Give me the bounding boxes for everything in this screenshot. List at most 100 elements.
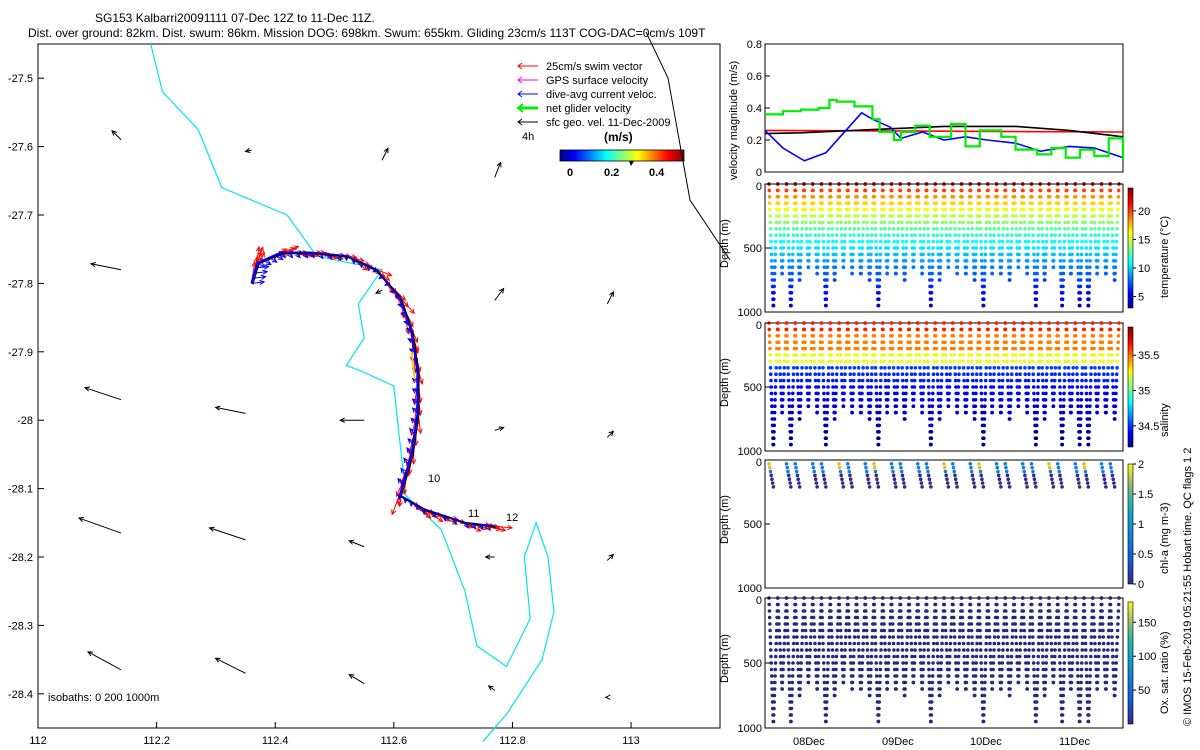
ox-sample [926, 654, 931, 659]
temp-sample [777, 207, 781, 212]
sal-sample [985, 321, 990, 325]
profile-ytick-label: 1000 [738, 723, 762, 735]
ox-sample [992, 648, 996, 652]
chl-sample [1023, 477, 1028, 482]
ox-sample [873, 648, 878, 652]
temp-sample [1064, 188, 1069, 193]
temp-sample [912, 239, 917, 244]
date-tick-label: 10Dec [970, 736, 1002, 748]
temp-sample [1036, 233, 1041, 237]
temp-sample [960, 207, 965, 212]
ox-sample [826, 667, 830, 672]
temp-sample [1093, 227, 1097, 231]
ox-sample [1039, 622, 1044, 626]
temp-sample [841, 259, 846, 263]
sal-sample [847, 359, 852, 364]
ox-sample [826, 641, 831, 646]
ox-sample [1016, 680, 1021, 685]
sal-sample [973, 404, 978, 409]
sal-sample [1045, 359, 1050, 364]
sal-sample [1087, 430, 1091, 434]
temp-sample [964, 265, 969, 270]
sal-sample [962, 372, 966, 377]
ox-sample [870, 641, 874, 646]
temp-sample [1048, 214, 1053, 218]
temp-sample [927, 259, 931, 263]
sal-sample [1017, 391, 1021, 396]
ox-sample [1082, 602, 1087, 607]
sal-sample [1045, 353, 1050, 357]
temp-sample [1008, 259, 1013, 263]
ox-sample [859, 674, 864, 678]
temp-sample [978, 220, 983, 225]
sal-sample [1117, 321, 1121, 325]
sal-sample [969, 340, 973, 345]
temp-sample [855, 207, 860, 212]
ox-sample [879, 648, 883, 652]
temp-sample [1009, 252, 1013, 257]
temp-sample [853, 214, 857, 218]
ox-sample [905, 635, 910, 639]
temp-sample [846, 195, 851, 199]
sal-sample [866, 385, 870, 389]
chl-sample [979, 473, 983, 478]
ox-sample [925, 609, 929, 613]
temp-sample [1105, 246, 1110, 250]
temp-sample [772, 278, 777, 282]
sal-sample [1069, 404, 1074, 409]
temp-sample [1019, 214, 1023, 218]
ox-sample [825, 687, 829, 691]
ox-sample [806, 674, 811, 678]
temp-sample [899, 201, 903, 205]
ox-sample [1110, 641, 1115, 646]
ox-sample [1003, 602, 1008, 607]
temp-sample [821, 220, 825, 225]
sal-sample [1062, 398, 1066, 402]
temp-sample [975, 214, 980, 218]
sal-sample [912, 391, 916, 396]
ox-sample [822, 667, 826, 672]
temp-sample [979, 252, 984, 257]
chl-sample [1075, 473, 1080, 478]
ox-sample [829, 609, 833, 613]
ox-sample [1061, 700, 1065, 704]
geo-vector [339, 417, 365, 423]
temp-sample [885, 271, 889, 276]
temp-sample [944, 233, 949, 237]
temp-sample [907, 195, 912, 199]
sal-sample [1109, 334, 1113, 338]
chl-sample [840, 481, 845, 485]
isobath-label: isobaths: 0 200 1000m [48, 692, 159, 704]
sal-sample [1056, 334, 1060, 338]
sal-sample [940, 353, 945, 357]
chl-sample [1082, 465, 1087, 470]
ox-sample [1105, 654, 1110, 659]
temp-sample [816, 239, 821, 244]
temp-sample [1036, 252, 1040, 257]
sal-sample [1004, 353, 1009, 357]
sal-sample [1100, 334, 1104, 338]
ox-sample [904, 654, 909, 659]
ox-sample [913, 635, 918, 639]
temp-sample [962, 246, 967, 250]
map-colorbar-bar [559, 149, 685, 162]
colorbar-tick-label: 10 [1138, 263, 1150, 275]
temp-sample [931, 239, 936, 244]
chl-sample [918, 477, 923, 482]
temp-sample [817, 227, 822, 231]
sal-sample [1095, 404, 1100, 409]
temp-sample [997, 246, 1002, 250]
ox-sample [790, 680, 795, 685]
ox-sample [927, 667, 931, 672]
ox-sample [787, 667, 791, 672]
temp-sample [812, 220, 817, 225]
temp-sample [968, 182, 973, 186]
map-axes-box [37, 43, 721, 729]
sal-sample [1089, 359, 1094, 364]
sal-sample [810, 321, 815, 325]
ox-sample [809, 622, 814, 626]
temp-sample [917, 214, 922, 218]
temp-sample [1069, 259, 1074, 263]
ox-sample [902, 693, 907, 698]
temp-sample [851, 239, 856, 244]
